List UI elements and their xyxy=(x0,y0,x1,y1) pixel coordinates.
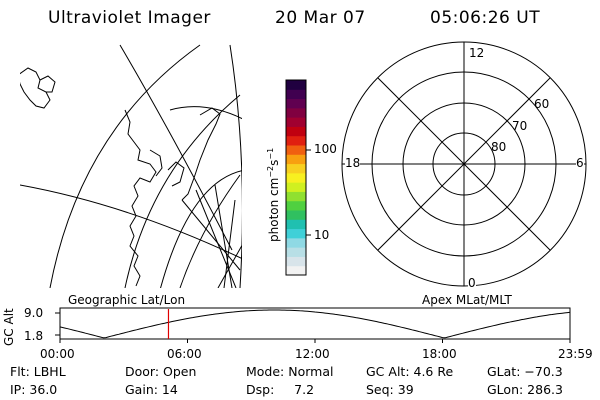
map-grid-line xyxy=(179,174,241,288)
lat-label-70: 70 xyxy=(512,119,528,133)
mlt-label-6: 6 xyxy=(576,156,584,170)
gc-alt-info: GC Alt: 4.6 Re xyxy=(366,364,454,379)
lat-label-80: 80 xyxy=(491,140,507,154)
map-grid-line xyxy=(229,44,242,288)
mlt-label-18: 18 xyxy=(345,156,361,170)
colorbar-segment xyxy=(286,237,306,248)
coastline xyxy=(124,109,157,287)
map-meridian xyxy=(217,244,242,288)
colorbar-segment xyxy=(286,256,306,267)
filter-info: Flt: LBHL xyxy=(10,364,66,379)
coastline xyxy=(39,75,56,93)
colorbar-segment xyxy=(286,210,306,220)
colorbar-segment xyxy=(286,126,306,137)
altitude-curve xyxy=(59,309,571,339)
colorbar-segment xyxy=(286,228,306,239)
map-meridian xyxy=(214,184,233,288)
glat-info: GLat: −70.3 xyxy=(487,364,563,379)
time-tick-label: 12:00 xyxy=(295,347,330,361)
colorbar-segment xyxy=(286,182,306,192)
colorbar-segment xyxy=(286,191,306,202)
coastline xyxy=(20,67,51,109)
glon-info: GLon: 286.3 xyxy=(487,382,563,397)
colorbar-segment xyxy=(286,219,306,230)
time-tick-label: 18:00 xyxy=(422,347,457,361)
colorbar-segment xyxy=(286,117,306,127)
colorbar-segment xyxy=(286,80,306,90)
colorbar-segment xyxy=(286,265,306,276)
coastline xyxy=(167,161,185,187)
colorbar-segment xyxy=(286,107,306,118)
observation-time: 05:06:26 UT xyxy=(430,8,541,28)
mlt-label-12: 12 xyxy=(469,46,485,60)
colorbar-segment xyxy=(286,154,306,165)
colorbar-segment xyxy=(286,98,306,109)
colorbar-segment xyxy=(286,200,306,211)
time-tick-label: 23:59 xyxy=(558,347,593,361)
timeline-right-label: Apex MLat/MLT xyxy=(422,293,512,307)
coastline xyxy=(181,107,221,201)
coastline xyxy=(149,149,163,177)
mlt-label-0: 0 xyxy=(468,276,476,290)
colorbar-segment xyxy=(286,247,306,257)
observation-date: 20 Mar 07 xyxy=(275,8,366,28)
mlt-meridian xyxy=(377,77,551,251)
ip-info: IP: 36.0 xyxy=(10,382,58,397)
map-grid-line xyxy=(119,44,233,251)
colorbar-tick-label: 100 xyxy=(314,142,337,156)
colorbar-segment xyxy=(286,163,306,174)
map-grid-line xyxy=(49,44,201,288)
colorbar-segment xyxy=(286,145,306,155)
colorbar-segment xyxy=(286,89,306,100)
instrument-title: Ultraviolet Imager xyxy=(48,8,211,28)
timeline-y-bottom: 1.8 xyxy=(24,329,44,343)
gain-info: Gain: 14 xyxy=(125,382,178,397)
time-tick-label: 06:00 xyxy=(167,347,202,361)
map-grid-line xyxy=(124,94,241,288)
mode-info: Mode: Normal xyxy=(246,364,334,379)
colorbar-tick-label: 10 xyxy=(314,228,330,242)
dsp-info: Dsp: 7.2 xyxy=(246,382,315,397)
timeline-left-label: Geographic Lat/Lon xyxy=(68,293,186,307)
map-grid-line xyxy=(169,106,242,120)
map-meridian xyxy=(181,199,241,271)
map-grid-line xyxy=(160,170,242,288)
map-grid-line xyxy=(20,184,242,260)
door-info: Door: Open xyxy=(125,364,197,379)
colorbar-segment xyxy=(286,135,306,146)
time-tick-label: 00:00 xyxy=(40,347,75,361)
timeline-y-top: 9.0 xyxy=(24,306,44,320)
seq-info: Seq: 39 xyxy=(366,382,414,397)
lat-label-60: 60 xyxy=(534,97,550,111)
colorbar-segment xyxy=(286,172,306,183)
